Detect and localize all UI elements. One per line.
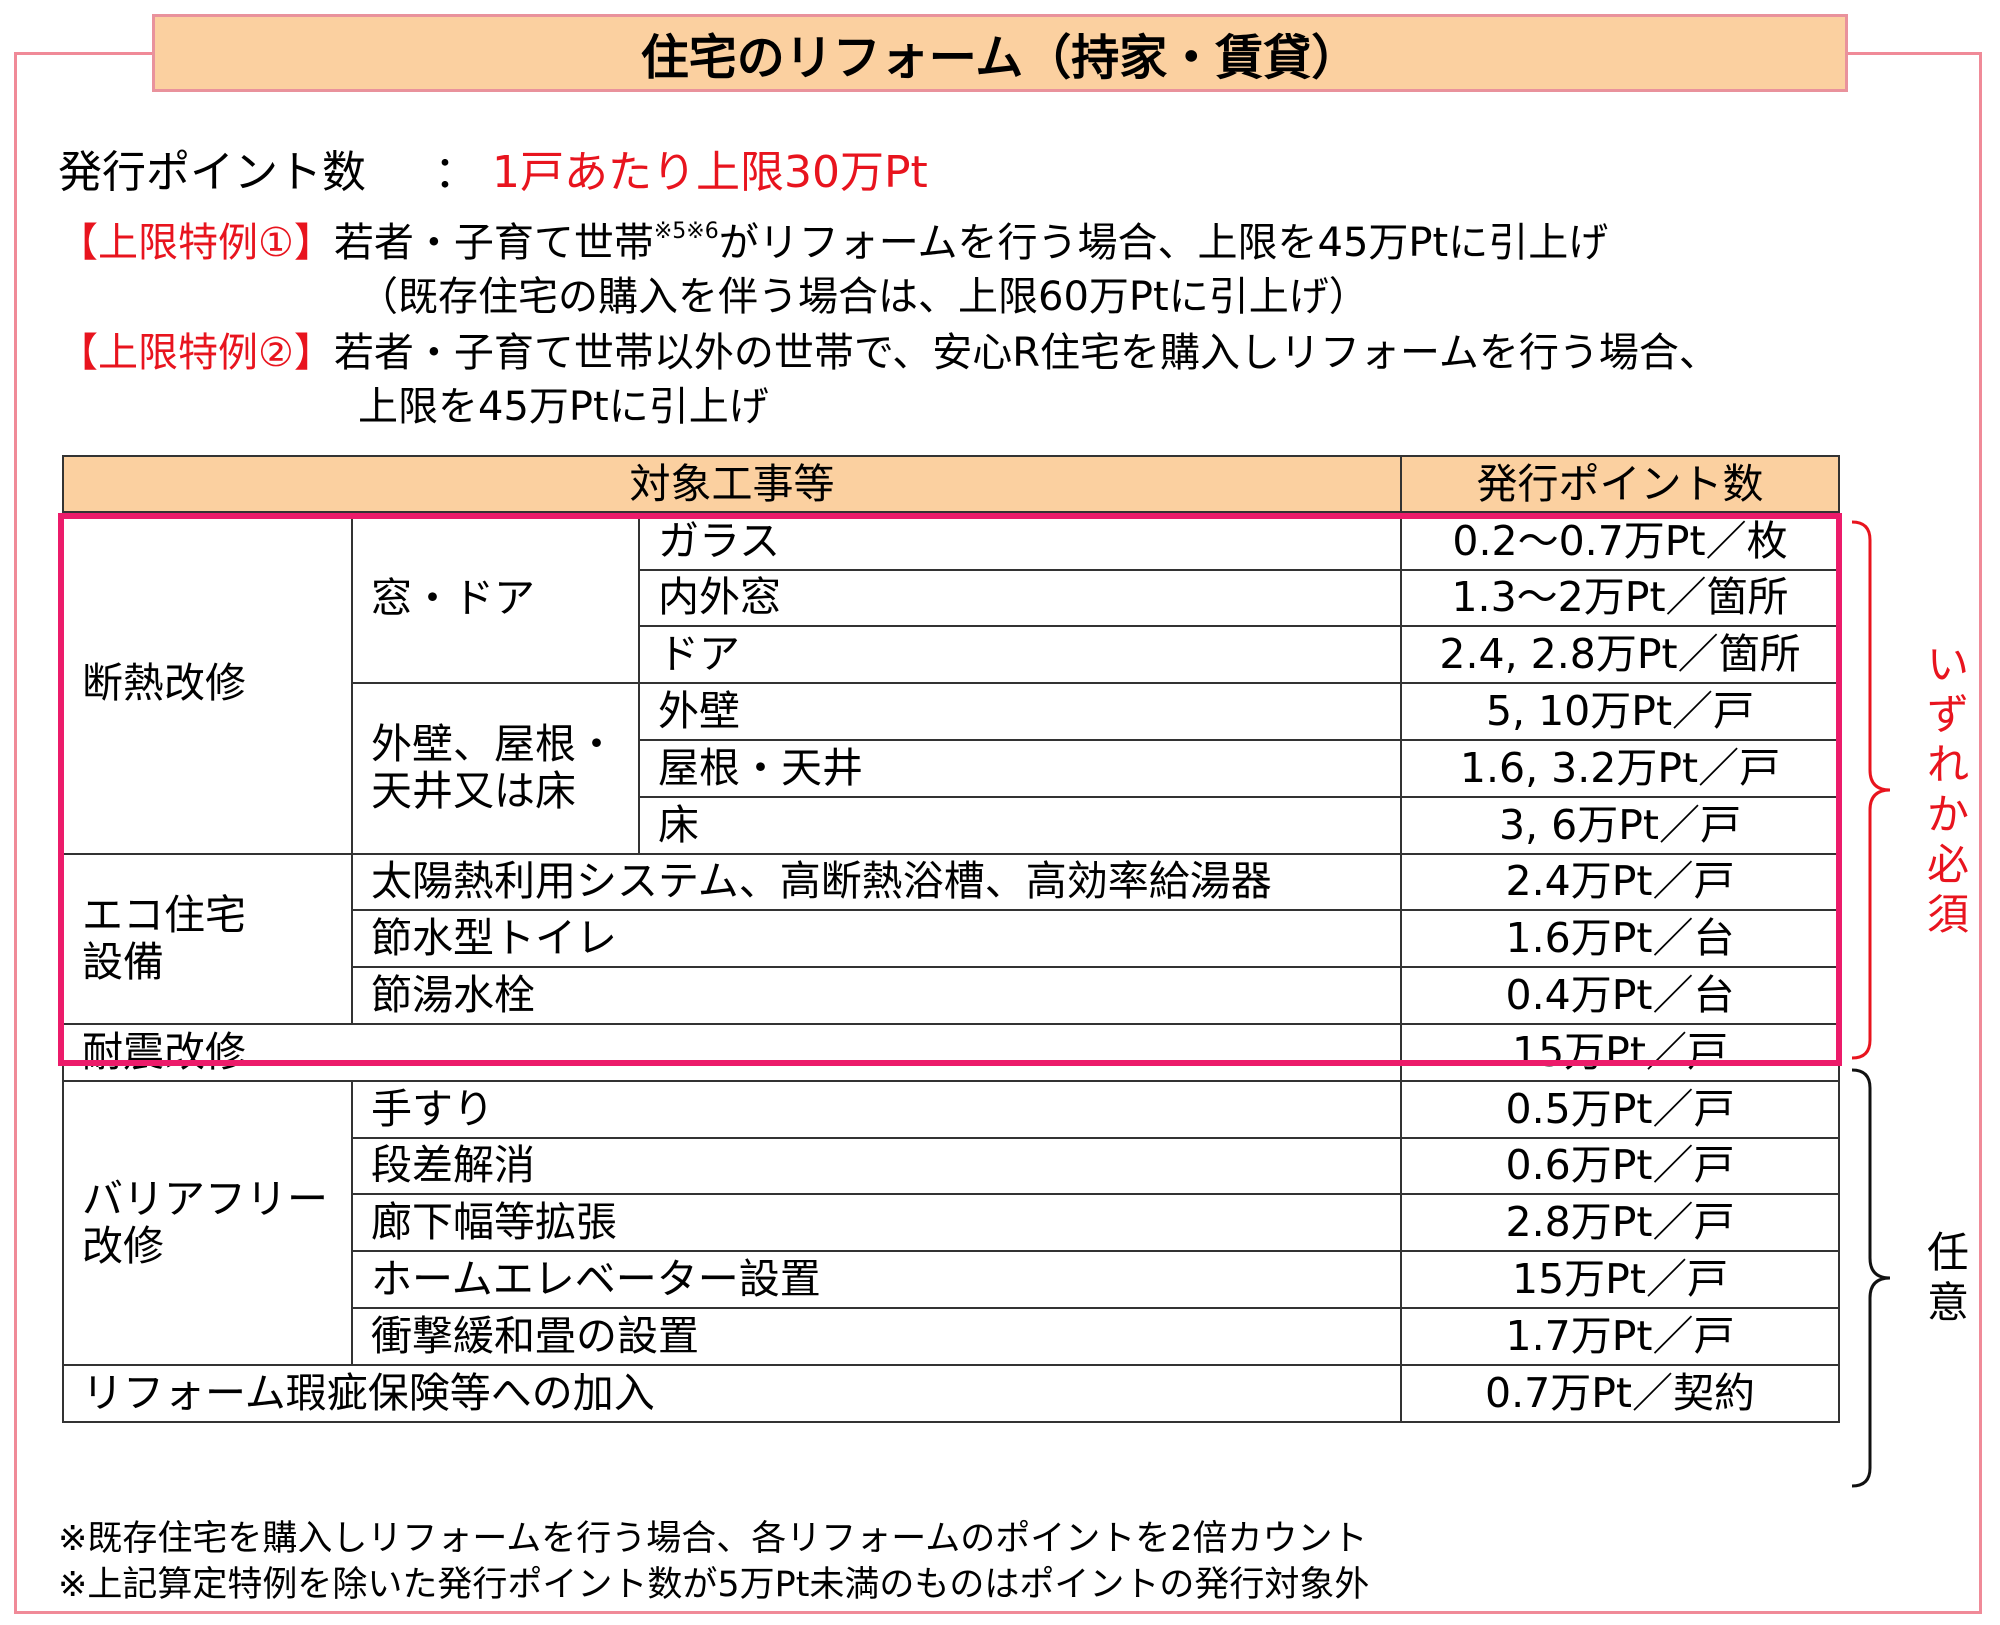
special2-tag: 【上限特例②】 bbox=[58, 330, 334, 376]
special1-tag: 【上限特例①】 bbox=[58, 220, 334, 266]
group-window-door: 窓・ドア bbox=[351, 511, 640, 685]
points-cell: 0.2〜0.7万Pt／枚 bbox=[1400, 511, 1840, 571]
category-insulation: 断熱改修 bbox=[62, 511, 353, 855]
points-cell: 0.6万Pt／戸 bbox=[1400, 1136, 1840, 1196]
item-cell: 太陽熱利用システム、高断熱浴槽、高効率給湯器 bbox=[351, 852, 1402, 912]
table-row: 節水型トイレ 1.6万Pt／台 bbox=[63, 909, 1840, 969]
category-barrier-free: バリアフリー 改修 bbox=[62, 1079, 353, 1366]
item-cell: 段差解消 bbox=[351, 1136, 1402, 1196]
group-wall-line2: 天井又は床 bbox=[371, 767, 576, 816]
points-cell: 0.5万Pt／戸 bbox=[1400, 1079, 1840, 1139]
item-cell: 内外窓 bbox=[638, 568, 1402, 628]
table-row: 外壁、屋根・ 天井又は床 外壁 5, 10万Pt／戸 bbox=[63, 682, 1840, 855]
special2-line2: 上限を45万Ptに引上げ bbox=[358, 384, 769, 430]
points-cell: 0.4万Pt／台 bbox=[1400, 966, 1840, 1025]
page-title: 住宅のリフォーム（持家・賃貸） bbox=[152, 14, 1848, 92]
points-cell: 15万Pt／戸 bbox=[1400, 1022, 1840, 1082]
category-bf-line1: バリアフリー bbox=[82, 1174, 328, 1223]
item-cell: ドア bbox=[638, 625, 1402, 685]
points-label: 発行ポイント数 bbox=[58, 147, 366, 198]
note-2: ※上記算定特例を除いた発行ポイント数が5万Pt未満のものはポイントの発行対象外 bbox=[58, 1565, 1370, 1605]
group-wall-roof-floor: 外壁、屋根・ 天井又は床 bbox=[351, 682, 640, 855]
table-row: 廊下幅等拡張 2.8万Pt／戸 bbox=[63, 1193, 1840, 1253]
special1-line1: 【上限特例①】若者・子育て世帯※5※6がリフォームを行う場合、上限を45万Ptに… bbox=[58, 218, 1608, 268]
table-row: ホームエレベーター設置 15万Pt／戸 bbox=[63, 1250, 1840, 1309]
points-cell: 1.6万Pt／台 bbox=[1400, 909, 1840, 969]
special1-text-b: がリフォームを行う場合、上限を45万Ptに引上げ bbox=[718, 220, 1609, 266]
item-cell: ホームエレベーター設置 bbox=[351, 1250, 1402, 1309]
table-row: 屋根・天井 1.6, 3.2万Pt／戸 bbox=[63, 738, 1840, 798]
special2-text: 若者・子育て世帯以外の世帯で、安心R住宅を購入しリフォームを行う場合、 bbox=[333, 330, 1719, 376]
table-row: 衝撃緩和畳の設置 1.7万Pt／戸 bbox=[63, 1306, 1840, 1366]
category-bf-line2: 改修 bbox=[82, 1221, 164, 1270]
item-cell: 手すり bbox=[351, 1079, 1402, 1139]
page-title-text: 住宅のリフォーム（持家・賃貸） bbox=[640, 30, 1360, 86]
table-row: 段差解消 0.6万Pt／戸 bbox=[63, 1136, 1840, 1196]
category-eco-line1: エコ住宅 bbox=[82, 890, 246, 939]
item-cell: 床 bbox=[638, 795, 1402, 855]
special2-line1: 【上限特例②】若者・子育て世帯以外の世帯で、安心R住宅を購入しリフォームを行う場… bbox=[58, 328, 1719, 378]
item-seismic: 耐震改修 bbox=[62, 1022, 1402, 1082]
table-row: バリアフリー 改修 手すり 0.5万Pt／戸 bbox=[62, 1079, 1840, 1366]
table-row: 節湯水栓 0.4万Pt／台 bbox=[63, 966, 1840, 1025]
note-1: ※既存住宅を購入しリフォームを行う場合、各リフォームのポイントを2倍カウント bbox=[58, 1519, 1368, 1559]
points-cell: 0.7万Pt／契約 bbox=[1400, 1363, 1840, 1423]
item-cell: 衝撃緩和畳の設置 bbox=[351, 1306, 1402, 1366]
item-warranty: リフォーム瑕疵保険等への加入 bbox=[62, 1363, 1402, 1423]
points-cell: 2.8万Pt／戸 bbox=[1400, 1193, 1840, 1253]
points-colon: ： bbox=[434, 147, 478, 198]
points-cell: 1.6, 3.2万Pt／戸 bbox=[1400, 738, 1840, 798]
points-cell: 3, 6万Pt／戸 bbox=[1400, 795, 1840, 855]
required-label: いずれか必須 bbox=[1926, 640, 1969, 939]
item-cell: ガラス bbox=[638, 511, 1402, 571]
points-cell: 15万Pt／戸 bbox=[1400, 1250, 1840, 1309]
category-eco: エコ住宅 設備 bbox=[62, 852, 353, 1025]
required-bracket bbox=[1851, 520, 1891, 1060]
special1-line2: （既存住宅の購入を伴う場合は、上限60万Ptに引上げ） bbox=[358, 274, 1369, 320]
points-cell: 1.7万Pt／戸 bbox=[1400, 1306, 1840, 1366]
points-cell: 1.3〜2万Pt／箇所 bbox=[1400, 568, 1840, 628]
points-line: 発行ポイント数 ： 1戸あたり上限30万Pt bbox=[58, 148, 928, 198]
table-header-row: 対象工事等 発行ポイント数 bbox=[62, 455, 1840, 515]
table-row: 断熱改修 窓・ドア ガラス 0.2〜0.7万Pt／枚 bbox=[62, 511, 1840, 855]
item-cell: 屋根・天井 bbox=[638, 738, 1402, 798]
header-work: 対象工事等 bbox=[62, 455, 1402, 515]
optional-bracket bbox=[1851, 1068, 1891, 1488]
points-limit: 1戸あたり上限30万Pt bbox=[492, 147, 928, 198]
table-row: 床 3, 6万Pt／戸 bbox=[63, 795, 1840, 855]
points-cell: 5, 10万Pt／戸 bbox=[1400, 682, 1840, 741]
points-table: 対象工事等 発行ポイント数 断熱改修 窓・ドア ガラス 0.2〜0.7万Pt／枚… bbox=[62, 455, 1840, 1423]
optional-label: 任意 bbox=[1926, 1228, 1969, 1327]
table-row: ドア 2.4, 2.8万Pt／箇所 bbox=[63, 625, 1840, 685]
category-eco-line2: 設備 bbox=[82, 937, 164, 986]
points-cell: 2.4, 2.8万Pt／箇所 bbox=[1400, 625, 1840, 685]
group-wall-line1: 外壁、屋根・ bbox=[371, 720, 617, 769]
special1-footnote-ref: ※5※6 bbox=[653, 219, 719, 244]
table-row: 耐震改修 15万Pt／戸 bbox=[62, 1022, 1840, 1082]
table-row: リフォーム瑕疵保険等への加入 0.7万Pt／契約 bbox=[62, 1363, 1840, 1423]
item-cell: 外壁 bbox=[638, 682, 1402, 741]
item-cell: 節湯水栓 bbox=[351, 966, 1402, 1025]
points-cell: 2.4万Pt／戸 bbox=[1400, 852, 1840, 912]
table-row: エコ住宅 設備 太陽熱利用システム、高断熱浴槽、高効率給湯器 2.4万Pt／戸 bbox=[62, 852, 1840, 1025]
special1-text-a: 若者・子育て世帯 bbox=[333, 220, 654, 266]
item-cell: 廊下幅等拡張 bbox=[351, 1193, 1402, 1253]
header-points: 発行ポイント数 bbox=[1400, 455, 1840, 515]
table-row: 内外窓 1.3〜2万Pt／箇所 bbox=[63, 568, 1840, 628]
item-cell: 節水型トイレ bbox=[351, 909, 1402, 969]
